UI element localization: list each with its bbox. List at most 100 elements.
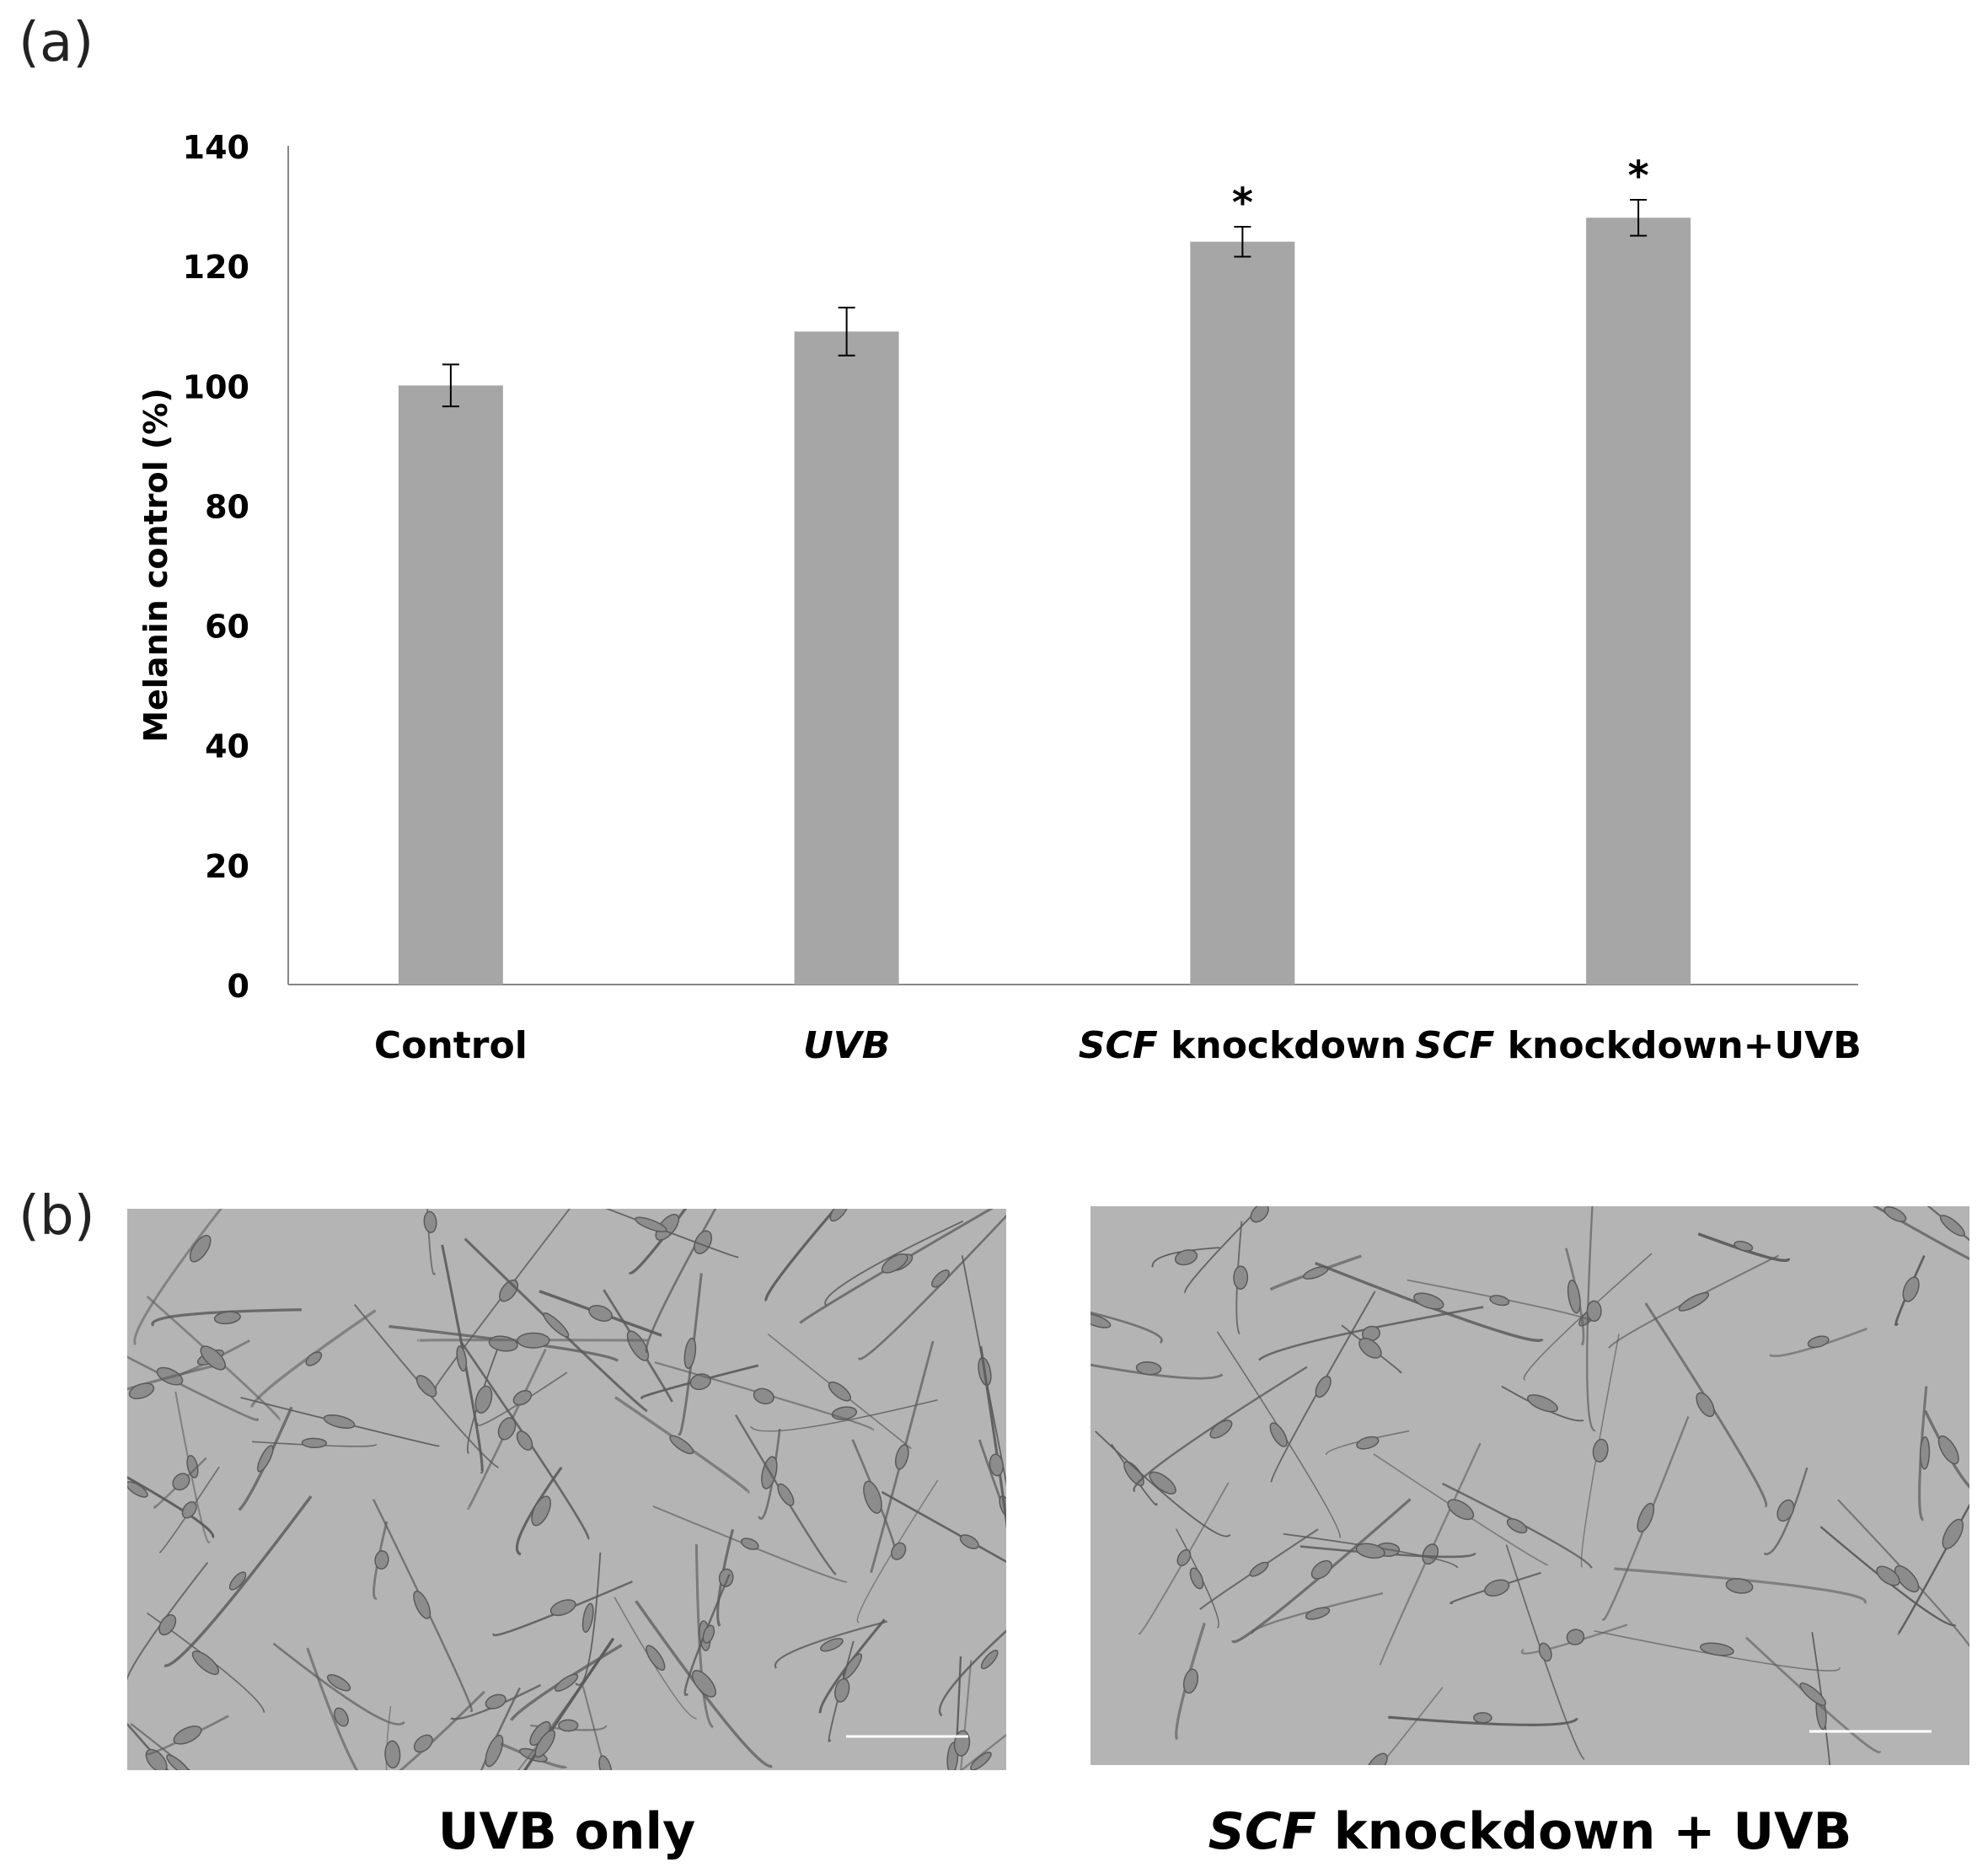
cell-body <box>1637 1502 1655 1532</box>
cell-body <box>1484 1579 1510 1597</box>
cell-body <box>895 1444 909 1470</box>
cell-body <box>581 1602 594 1634</box>
cell-process <box>774 1620 888 1669</box>
bar <box>1190 241 1295 985</box>
cell-body <box>158 1614 177 1636</box>
cell-body <box>228 1571 247 1591</box>
cell-process <box>824 1220 964 1307</box>
cell-body <box>1894 1564 1920 1593</box>
cell-body <box>1884 1206 1907 1222</box>
cell-body <box>1678 1291 1710 1312</box>
y-axis-title: Melanin control (%) <box>137 388 174 742</box>
cell-process <box>1257 1306 1484 1361</box>
cell-process <box>603 1289 673 1403</box>
cell-process <box>1133 1366 1308 1493</box>
cell-process <box>417 1339 649 1343</box>
cell-process <box>1872 1206 1969 1261</box>
cell-process <box>272 1642 405 1725</box>
cell-process <box>1580 1334 1620 1568</box>
cell-process <box>1926 1206 1969 1242</box>
cell-process <box>1380 1687 1444 1765</box>
cell-process <box>575 1552 602 1686</box>
cell-process <box>127 1475 215 1539</box>
cell-process <box>818 1618 886 1714</box>
cell-process <box>1745 1636 1881 1753</box>
bar <box>794 331 899 985</box>
cell-process <box>1235 1221 1243 1335</box>
cell-process <box>492 1581 633 1637</box>
cell-process <box>1697 1232 1791 1263</box>
cell-body <box>413 1734 433 1753</box>
cell-process <box>1090 1311 1163 1344</box>
cell-process <box>750 1399 938 1432</box>
cell-process <box>1442 1482 1593 1569</box>
cell-body <box>301 1437 328 1449</box>
cell-process <box>1819 1526 1957 1627</box>
cell-body <box>1939 1215 1965 1237</box>
cell-body <box>828 1381 851 1402</box>
cell-body <box>172 1473 190 1491</box>
cell-body <box>1919 1436 1931 1470</box>
caption-right-italic: SCF <box>1208 1802 1316 1861</box>
cell-body <box>646 1645 666 1672</box>
cell-process <box>372 1521 388 1600</box>
cell-process <box>1644 1302 1768 1508</box>
cell-process <box>1270 1291 1376 1483</box>
cell-process <box>353 1304 499 1468</box>
cell-body <box>1149 1471 1176 1495</box>
cell-process <box>645 1209 717 1354</box>
cell-body <box>820 1638 844 1652</box>
cell-process <box>960 1660 973 1770</box>
cell-body <box>531 1495 551 1527</box>
cell-process <box>127 1722 169 1770</box>
cell-body <box>694 1230 713 1254</box>
cell-process <box>467 1349 547 1511</box>
cell-body <box>191 1650 220 1676</box>
cell-process <box>1918 1386 1928 1521</box>
cell-process <box>476 1371 568 1426</box>
cell-body <box>1413 1292 1444 1310</box>
cell-process <box>127 1364 216 1391</box>
cell-process <box>151 1308 302 1327</box>
x-tick-label: SCF knockdown <box>1079 1024 1407 1067</box>
cell-body <box>1249 1561 1269 1577</box>
cell-body <box>549 1599 576 1617</box>
cell-process <box>1341 1324 1402 1374</box>
cell-process <box>858 1214 1006 1360</box>
cell-process <box>441 1244 484 1474</box>
cell-body <box>374 1550 389 1570</box>
cell-process <box>1586 1206 1596 1432</box>
cell-process <box>683 1574 731 1697</box>
cell-body <box>485 1693 506 1709</box>
cell-process <box>1601 1415 1690 1621</box>
caption-right-text: knockdown + UVB <box>1316 1802 1852 1861</box>
cell-body <box>1799 1682 1827 1706</box>
cell-body <box>1422 1543 1439 1565</box>
cell-process <box>1811 1632 1831 1765</box>
cell-process <box>127 1562 209 1688</box>
cell-process <box>1283 1532 1459 1569</box>
cell-process <box>961 1255 1006 1487</box>
cell-body <box>1937 1435 1959 1465</box>
cell-body <box>485 1734 504 1768</box>
cell-body <box>323 1414 356 1429</box>
cell-body <box>753 1387 774 1405</box>
cell-process <box>1608 1254 1780 1349</box>
cell-body <box>1566 1629 1585 1645</box>
cell-process <box>133 1209 222 1346</box>
cell-body <box>334 1707 349 1727</box>
cell-body <box>1725 1578 1754 1594</box>
cell-process <box>1216 1331 1341 1538</box>
cell-body <box>1526 1394 1559 1413</box>
cell-process <box>581 1686 607 1770</box>
cell-process <box>1897 1503 1969 1635</box>
cell-process <box>954 1656 962 1770</box>
cell-process <box>1594 1630 1841 1672</box>
cell-body <box>456 1345 468 1372</box>
cell-body <box>834 1677 850 1703</box>
cell-body <box>891 1542 907 1560</box>
cell-process <box>450 1683 542 1720</box>
cell-body <box>326 1674 351 1692</box>
cell-process <box>856 1479 939 1623</box>
cell-body <box>1902 1276 1920 1302</box>
